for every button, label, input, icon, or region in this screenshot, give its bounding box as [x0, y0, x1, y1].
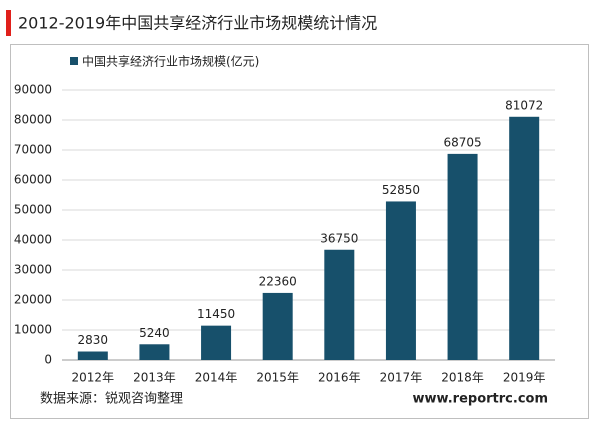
value-label: 2830	[78, 333, 109, 347]
x-tick-label: 2015年	[256, 371, 299, 385]
bar	[262, 292, 293, 360]
x-tick-label: 2018年	[441, 371, 484, 385]
bar	[509, 116, 540, 360]
chart-title: 2012-2019年中国共享经济行业市场规模统计情况	[18, 14, 377, 33]
website: www.reportrc.com	[413, 392, 548, 407]
legend-swatch	[70, 57, 78, 65]
x-tick-label: 2017年	[380, 371, 423, 385]
y-tick-label: 90000	[14, 83, 52, 97]
y-tick-label: 30000	[14, 263, 52, 277]
y-tick-label: 20000	[14, 293, 52, 307]
bar	[447, 153, 478, 360]
legend-label: 中国共享经济行业市场规模(亿元)	[82, 54, 259, 69]
y-tick-label: 80000	[14, 113, 52, 127]
bar	[139, 344, 170, 360]
y-tick-label: 0	[44, 353, 52, 367]
value-label: 22360	[259, 274, 297, 288]
value-label: 5240	[139, 326, 170, 340]
x-tick-label: 2013年	[133, 371, 176, 385]
value-label: 52850	[382, 183, 420, 197]
x-tick-label: 2014年	[195, 371, 238, 385]
x-tick-label: 2019年	[503, 371, 546, 385]
x-tick-label: 2016年	[318, 371, 361, 385]
value-label: 81072	[505, 98, 543, 112]
chart-frame	[10, 44, 589, 419]
y-tick-label: 50000	[14, 203, 52, 217]
source-note: 数据来源：锐观咨询整理	[40, 392, 183, 407]
y-tick-label: 70000	[14, 143, 52, 157]
y-tick-label: 10000	[14, 323, 52, 337]
bar	[385, 201, 416, 360]
bar	[324, 249, 355, 360]
value-label: 36750	[320, 231, 358, 245]
value-label: 11450	[197, 307, 235, 321]
y-tick-label: 40000	[14, 233, 52, 247]
x-tick-label: 2012年	[72, 371, 115, 385]
bar	[77, 351, 108, 360]
bar	[201, 325, 232, 360]
y-tick-label: 60000	[14, 173, 52, 187]
value-label: 68705	[443, 135, 481, 149]
title-accent	[6, 10, 11, 36]
